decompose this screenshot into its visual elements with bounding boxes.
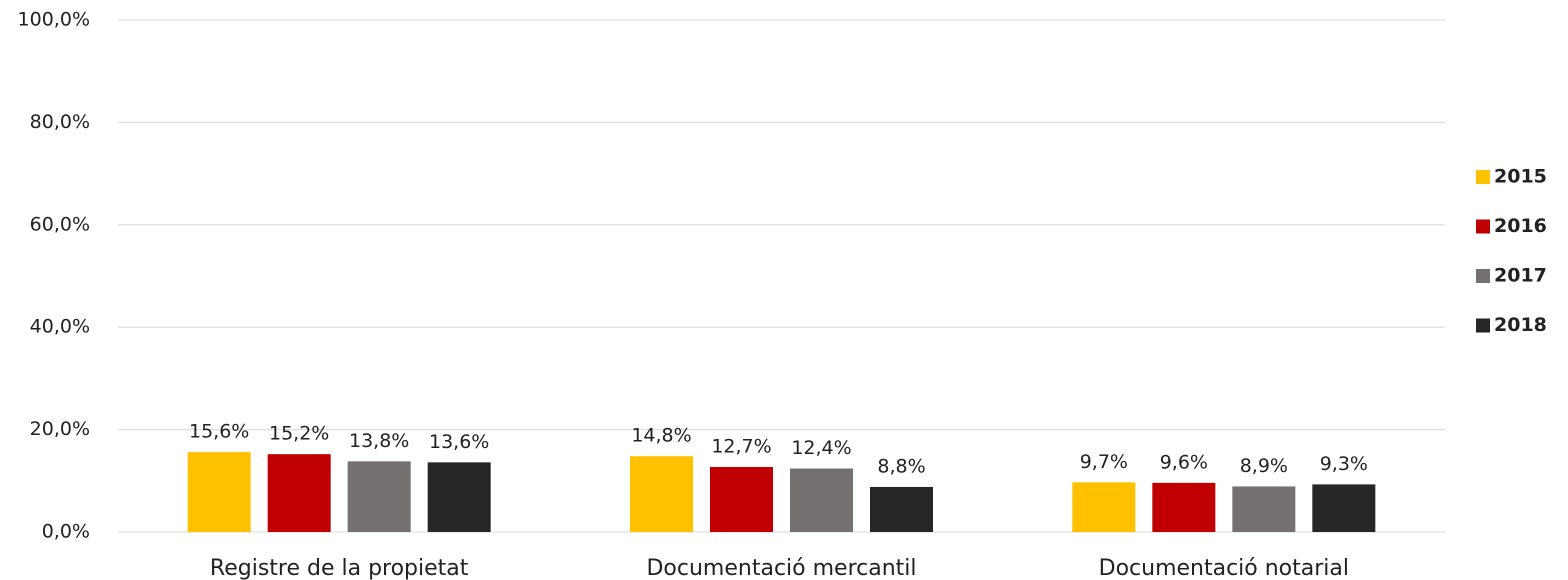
data-label: 15,2% [269, 423, 329, 445]
data-label: 9,3% [1320, 453, 1368, 475]
legend-label: 2016 [1494, 215, 1547, 237]
data-label: 9,7% [1080, 451, 1128, 473]
data-label: 15,6% [189, 421, 249, 443]
bar [1312, 484, 1376, 532]
bar [1152, 482, 1216, 532]
data-label: 12,7% [711, 435, 771, 457]
x-tick-label: Registre de la propietat [210, 556, 469, 580]
data-label: 8,9% [1240, 455, 1288, 477]
legend-swatch [1476, 170, 1490, 184]
legend-label: 2015 [1494, 166, 1547, 188]
bar [630, 456, 693, 532]
y-tick-label: 100,0% [18, 9, 90, 31]
legend-swatch [1476, 269, 1490, 283]
bar [187, 452, 251, 532]
data-label: 13,8% [349, 430, 409, 452]
bar [427, 462, 491, 532]
y-tick-label: 20,0% [30, 418, 90, 440]
legend-swatch [1476, 318, 1490, 333]
data-label: 12,4% [791, 437, 851, 459]
bar [790, 468, 853, 532]
bar [870, 486, 933, 532]
bar [267, 454, 331, 532]
x-tick-label: Documentació notarial [1099, 556, 1349, 580]
y-tick-label: 40,0% [30, 316, 90, 338]
x-tick-label: Documentació mercantil [646, 556, 916, 580]
data-label: 8,8% [877, 455, 925, 477]
y-tick-label: 80,0% [30, 111, 90, 133]
legend-swatch [1476, 219, 1490, 234]
legend-label: 2017 [1494, 265, 1547, 287]
legend-label: 2018 [1494, 314, 1547, 336]
data-label: 13,6% [429, 431, 489, 453]
bar [710, 466, 773, 532]
data-label: 14,8% [631, 425, 691, 447]
bar [347, 461, 411, 532]
bar [1072, 482, 1136, 532]
y-tick-label: 0,0% [42, 521, 90, 543]
y-tick-label: 60,0% [30, 213, 90, 235]
data-label: 9,6% [1160, 451, 1208, 473]
bar [1232, 486, 1296, 532]
